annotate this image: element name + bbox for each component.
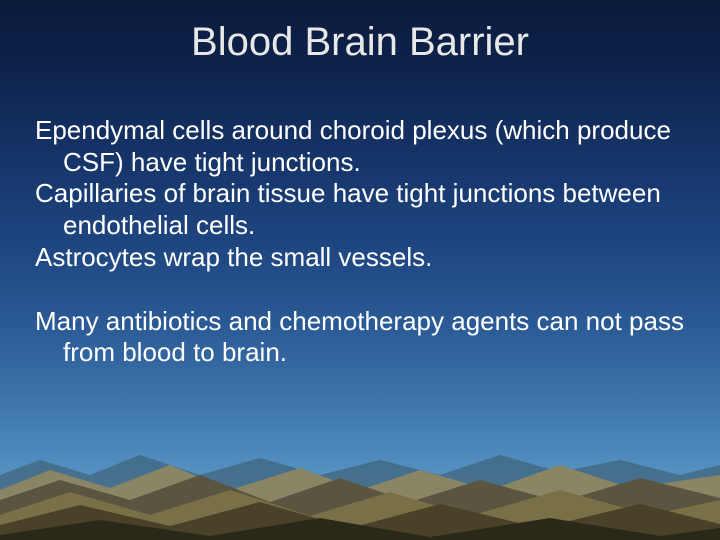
paragraph-3: Astrocytes wrap the small vessels.	[35, 242, 685, 274]
paragraph-gap	[35, 274, 685, 306]
slide-body: Ependymal cells around choroid plexus (w…	[35, 115, 685, 369]
slide-title: Blood Brain Barrier	[0, 20, 720, 65]
slide: Blood Brain Barrier Ependymal cells arou…	[0, 0, 720, 540]
paragraph-2: Capillaries of brain tissue have tight j…	[35, 178, 685, 241]
paragraph-1: Ependymal cells around choroid plexus (w…	[35, 115, 685, 178]
paragraph-4: Many antibiotics and chemotherapy agents…	[35, 306, 685, 369]
mountain-decoration	[0, 420, 720, 540]
